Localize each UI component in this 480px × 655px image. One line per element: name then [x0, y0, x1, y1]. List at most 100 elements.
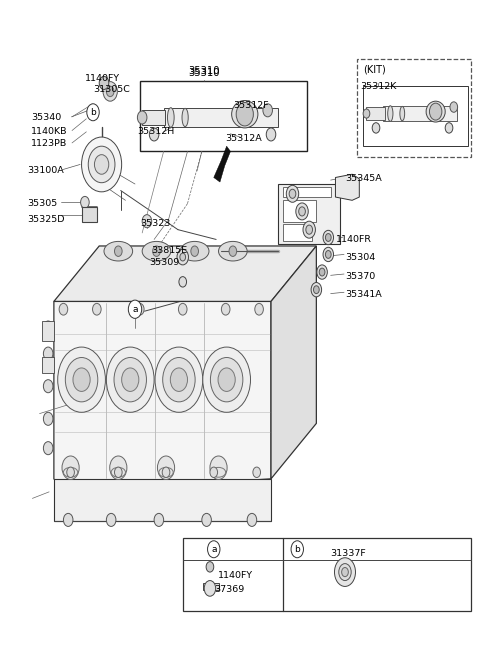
Circle shape [203, 347, 251, 412]
Circle shape [43, 412, 53, 425]
Circle shape [95, 155, 109, 174]
Circle shape [63, 514, 73, 527]
Circle shape [107, 347, 154, 412]
Circle shape [229, 246, 237, 256]
Text: a: a [132, 305, 138, 314]
Circle shape [210, 358, 243, 402]
Text: 1140KB: 1140KB [31, 127, 68, 136]
Circle shape [202, 514, 211, 527]
Circle shape [299, 207, 305, 216]
Circle shape [93, 303, 101, 315]
Polygon shape [336, 174, 360, 200]
Circle shape [291, 541, 303, 558]
Circle shape [65, 358, 98, 402]
Circle shape [149, 128, 159, 141]
Polygon shape [283, 200, 316, 222]
Text: a: a [211, 545, 216, 553]
Text: (KIT): (KIT) [363, 65, 386, 75]
Circle shape [317, 265, 327, 279]
Text: 31337F: 31337F [331, 550, 366, 558]
Circle shape [103, 82, 117, 101]
Circle shape [363, 109, 370, 118]
Text: b: b [294, 545, 300, 553]
Circle shape [335, 558, 356, 586]
Text: 33100A: 33100A [28, 166, 64, 176]
Circle shape [255, 303, 264, 315]
Polygon shape [283, 225, 312, 242]
Circle shape [450, 102, 457, 112]
Polygon shape [278, 184, 340, 244]
Circle shape [142, 215, 152, 228]
Ellipse shape [400, 106, 405, 121]
Polygon shape [203, 583, 218, 590]
Ellipse shape [142, 242, 171, 261]
Text: 35310: 35310 [189, 67, 220, 78]
Polygon shape [183, 538, 471, 611]
Circle shape [296, 203, 308, 220]
Text: 1140FY: 1140FY [85, 74, 120, 83]
Text: 35341A: 35341A [345, 290, 382, 299]
Circle shape [82, 137, 121, 192]
Text: 1140FY: 1140FY [217, 571, 252, 580]
Circle shape [157, 456, 175, 479]
Circle shape [67, 467, 74, 477]
Polygon shape [271, 246, 316, 479]
Text: 35312F: 35312F [233, 102, 268, 110]
Circle shape [155, 347, 203, 412]
Text: 37369: 37369 [215, 585, 245, 594]
Circle shape [313, 286, 319, 293]
Circle shape [339, 563, 351, 580]
Ellipse shape [104, 242, 132, 261]
Text: 35370: 35370 [345, 272, 375, 281]
Circle shape [323, 248, 334, 261]
Text: 31305C: 31305C [94, 85, 131, 94]
Text: 35325D: 35325D [28, 215, 65, 225]
Text: 35312H: 35312H [137, 127, 175, 136]
Ellipse shape [388, 105, 393, 121]
Circle shape [319, 268, 325, 276]
Circle shape [210, 456, 227, 479]
Circle shape [180, 253, 186, 261]
Circle shape [62, 456, 79, 479]
Circle shape [107, 86, 114, 97]
Circle shape [191, 246, 199, 256]
Text: 33815E: 33815E [152, 246, 188, 255]
Text: 35309: 35309 [149, 258, 180, 267]
Text: 1123PB: 1123PB [31, 139, 67, 148]
Circle shape [445, 122, 453, 133]
Circle shape [110, 456, 127, 479]
Polygon shape [214, 146, 230, 182]
Circle shape [43, 380, 53, 393]
Circle shape [88, 146, 115, 183]
Circle shape [323, 231, 334, 245]
Ellipse shape [232, 100, 258, 128]
Circle shape [87, 103, 99, 121]
Text: 35304: 35304 [345, 253, 375, 261]
Circle shape [325, 234, 331, 242]
Circle shape [43, 347, 53, 360]
Circle shape [81, 196, 89, 208]
Text: b: b [90, 108, 96, 117]
Circle shape [236, 102, 253, 126]
Circle shape [121, 368, 139, 392]
Circle shape [43, 441, 53, 455]
Polygon shape [54, 301, 271, 492]
Circle shape [179, 303, 187, 315]
Circle shape [163, 358, 195, 402]
Text: 1140FR: 1140FR [336, 235, 372, 244]
Circle shape [430, 103, 442, 120]
Polygon shape [54, 246, 316, 301]
Ellipse shape [168, 107, 174, 127]
Circle shape [153, 246, 160, 256]
Circle shape [306, 225, 312, 234]
Text: 35312A: 35312A [226, 134, 263, 143]
Circle shape [170, 368, 188, 392]
Text: 35323: 35323 [140, 219, 170, 228]
Circle shape [73, 368, 90, 392]
Text: 35310: 35310 [189, 66, 220, 77]
Circle shape [206, 561, 214, 572]
Circle shape [263, 103, 273, 117]
Circle shape [59, 303, 68, 315]
Polygon shape [283, 187, 331, 197]
Polygon shape [357, 59, 471, 157]
